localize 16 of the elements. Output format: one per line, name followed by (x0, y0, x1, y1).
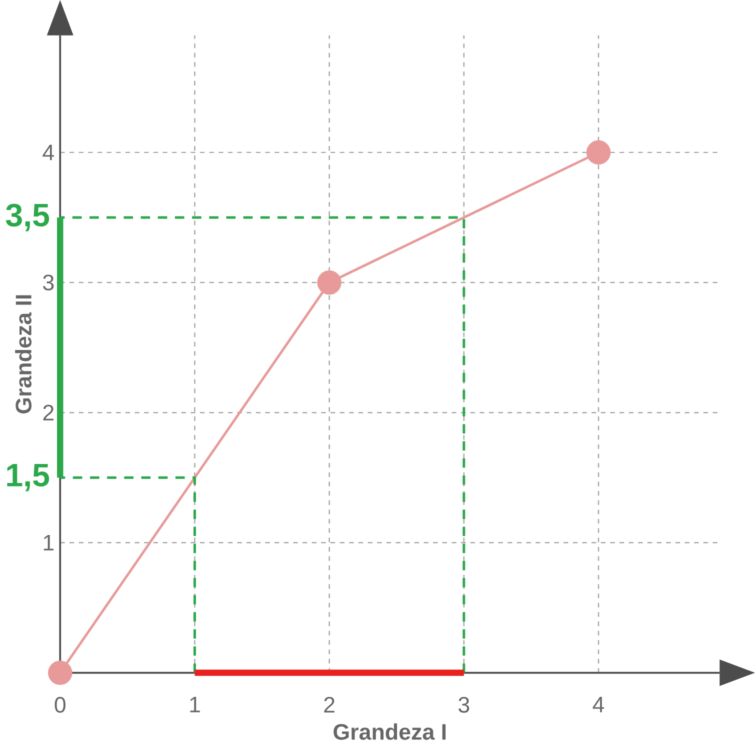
x-tick-label: 3 (458, 696, 470, 713)
y-tick-label: 3 (43, 274, 54, 290)
annotation: 3,5 (6, 204, 50, 232)
x-axis-title: Grandeza I (334, 723, 446, 740)
y-tick-label: 4 (42, 144, 54, 160)
annotation: 1,5 (7, 464, 50, 492)
y-axis-title: Grandeza II (15, 295, 32, 414)
point (586, 140, 611, 165)
x-tick-label: 0 (54, 696, 66, 713)
point (317, 270, 342, 295)
y-tick-label: 1 (44, 534, 54, 550)
y-tick-label: 2 (43, 404, 54, 420)
x-tick-label: 1 (190, 696, 200, 712)
x-tick-label: 2 (324, 696, 334, 713)
x-tick-label: 4 (592, 696, 604, 712)
point (48, 660, 72, 685)
